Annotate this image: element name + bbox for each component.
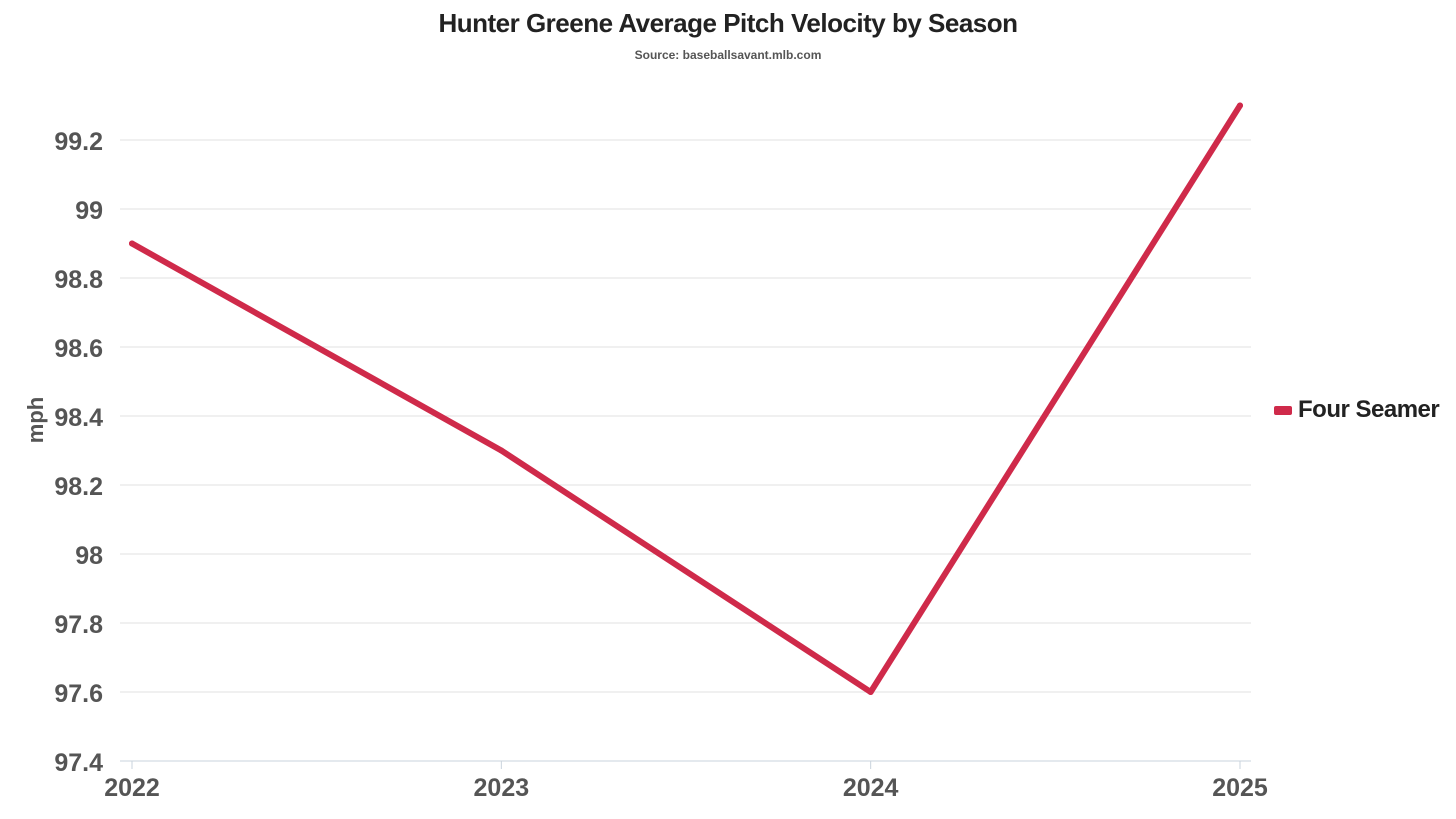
y-tick-label: 98.8	[54, 266, 103, 294]
chart-title: Hunter Greene Average Pitch Velocity by …	[438, 8, 1018, 38]
y-tick-label: 99	[75, 197, 103, 225]
data-point	[867, 689, 874, 695]
data-point	[498, 447, 505, 454]
x-tick-label: 2022	[104, 774, 160, 802]
x-tick-label: 2024	[843, 774, 899, 802]
data-point	[129, 240, 135, 247]
y-tick-label: 97.8	[54, 611, 103, 639]
y-tick-label: 99.2	[54, 128, 103, 156]
legend-swatch-four-seamer	[1274, 405, 1292, 415]
x-tick-label: 2025	[1212, 774, 1268, 802]
y-tick-label: 98.6	[54, 335, 103, 363]
y-tick-label: 98	[75, 542, 103, 570]
y-tick-label: 98.2	[54, 473, 103, 501]
y-tick-label: 97.6	[54, 680, 103, 708]
data-point	[1237, 102, 1243, 109]
legend-label-four-seamer: Four Seamer	[1298, 396, 1440, 423]
series-line-four-seamer	[129, 102, 1243, 695]
x-tick-label: 2023	[474, 774, 530, 802]
legend[interactable]: Four Seamer	[1274, 396, 1440, 424]
y-tick-label: 98.4	[54, 404, 103, 432]
chart-subtitle: Source: baseballsavant.mlb.com	[634, 48, 822, 62]
y-tick-label: 97.4	[54, 749, 103, 777]
